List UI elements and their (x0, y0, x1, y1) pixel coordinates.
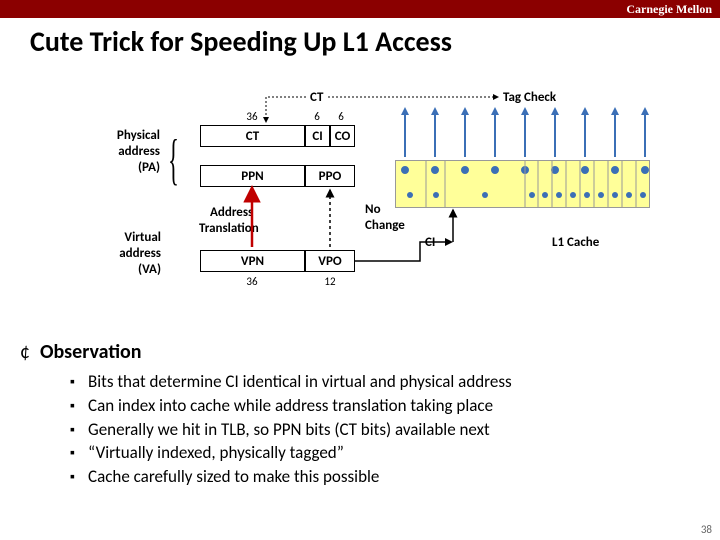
list-item: Bits that determine CI identical in virt… (70, 370, 700, 394)
pa-ppn-field: PPN (200, 165, 305, 187)
va-vpn-field: VPN (200, 250, 305, 272)
bits-co: 6 (331, 110, 351, 123)
l1-cache-box (395, 160, 650, 208)
diagram: CT Tag Check 36 6 6 CT CI CO { Physical … (0, 60, 720, 320)
list-item: Cache carefully sized to make this possi… (70, 465, 700, 489)
pa-ci-field: CI (305, 125, 330, 147)
page-number: 38 (701, 523, 712, 536)
bits-ci: 6 (307, 110, 327, 123)
no-change-2: Change (365, 218, 405, 233)
bits-vpn: 36 (242, 275, 262, 288)
observation-heading: Observation (40, 340, 142, 364)
va-label-1: Virtual (106, 230, 161, 245)
brand-text: Carnegie Mellon (626, 0, 712, 18)
l1-cache-label: L1 Cache (552, 235, 599, 250)
ct-label-top: CT (310, 90, 323, 105)
pa-label-3: (PA) (95, 160, 160, 175)
slide-title: Cute Trick for Speeding Up L1 Access (30, 24, 720, 59)
list-item: “Virtually indexed, physically tagged” (70, 441, 700, 465)
va-vpo-field: VPO (305, 250, 355, 272)
pa-ct-field: CT (200, 125, 305, 147)
list-item: Generally we hit in TLB, so PPN bits (CT… (70, 418, 700, 442)
pa-brace: { (168, 128, 179, 192)
pa-label-1: Physical (95, 128, 160, 143)
addr-trans-1: Address (210, 205, 253, 220)
list-item: Can index into cache while address trans… (70, 394, 700, 418)
brand-bar: Carnegie Mellon (0, 0, 720, 18)
va-label-3: (VA) (106, 262, 161, 277)
pa-ppo-field: PPO (305, 165, 355, 187)
bits-vpo: 12 (320, 275, 340, 288)
tag-check-label: Tag Check (503, 90, 556, 105)
ci-arrow-label: CI (425, 235, 435, 250)
addr-trans-2: Translation (199, 221, 259, 236)
va-label-2: address (106, 246, 161, 261)
no-change-1: No (365, 202, 381, 217)
pa-co-field: CO (330, 125, 355, 147)
pa-label-2: address (95, 144, 160, 159)
bits-ct: 36 (242, 110, 262, 123)
observation-list: Bits that determine CI identical in virt… (70, 370, 700, 489)
observation-bullet-icon: ¢ (20, 340, 30, 364)
